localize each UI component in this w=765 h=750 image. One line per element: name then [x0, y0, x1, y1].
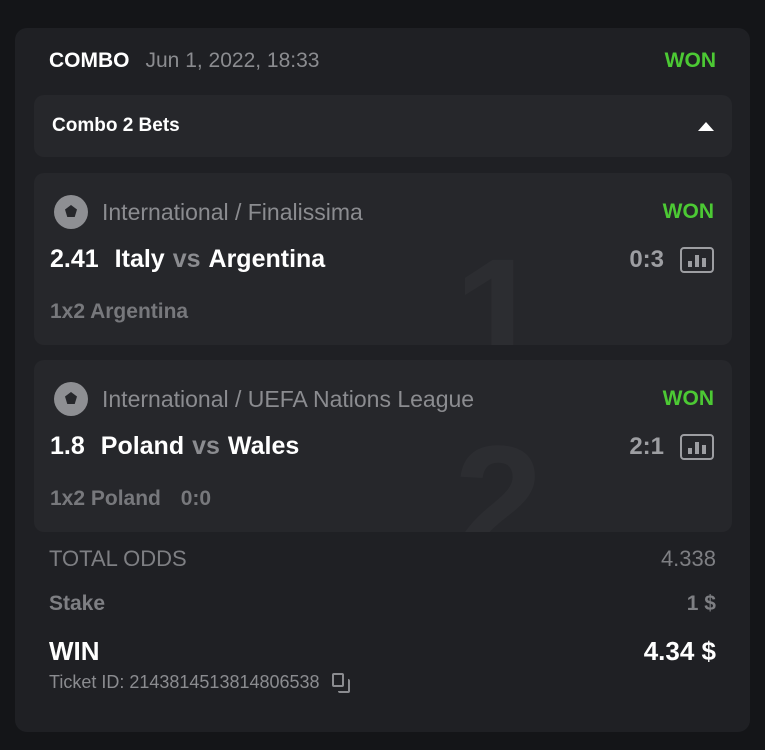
ticket-id-row: Ticket ID: 2143814513814806538	[49, 672, 716, 693]
bet-date: Jun 1, 2022, 18:33	[145, 49, 320, 72]
score: 2:1	[629, 432, 664, 460]
league: International / UEFA Nations League	[102, 385, 475, 412]
stake-value: 1 $	[686, 592, 716, 615]
away-team: Argentina	[208, 245, 326, 273]
win-label: WIN	[49, 636, 100, 666]
bet-ticket: COMBO Jun 1, 2022, 18:33 WON Combo 2 Bet…	[15, 28, 750, 732]
odds: 2.41	[50, 245, 99, 273]
market-score: 0:0	[180, 487, 212, 510]
market: 1x2 Argentina	[50, 300, 189, 323]
caret-up-icon	[698, 121, 714, 131]
copy-icon[interactable]	[331, 672, 350, 693]
status-badge: WON	[662, 387, 714, 410]
total-odds-label: TOTAL ODDS	[49, 546, 187, 571]
win-row: WIN 4.34 $	[49, 636, 716, 667]
bet-type: COMBO	[49, 49, 130, 72]
total-odds-value: 4.338	[660, 546, 716, 571]
bet-index-watermark: 1	[454, 225, 543, 346]
win-value: 4.34 $	[643, 636, 716, 666]
bet-card: 2 International / UEFA Nations League WO…	[34, 360, 732, 532]
vs-label: vs	[172, 245, 201, 273]
stake-row: Stake 1 $	[49, 592, 716, 616]
ticket-id: Ticket ID: 2143814513814806538	[49, 672, 320, 692]
stats-icon[interactable]	[680, 433, 714, 460]
soccer-ball-icon	[54, 195, 88, 229]
total-odds-row: TOTAL ODDS 4.338	[49, 546, 716, 572]
away-team: Wales	[227, 432, 300, 460]
bet-index-watermark: 2	[454, 412, 543, 533]
combo-label: Combo 2 Bets	[52, 115, 180, 136]
home-team: Poland	[100, 432, 185, 460]
bet-card: 1 International / Finalissima WON 2.41 I…	[34, 173, 732, 345]
vs-label: vs	[192, 432, 220, 460]
home-team: Italy	[114, 245, 165, 273]
market: 1x2 Poland	[50, 487, 161, 510]
score: 0:3	[629, 245, 664, 273]
odds: 1.8	[50, 432, 85, 460]
combo-toggle[interactable]: Combo 2 Bets	[34, 95, 732, 157]
soccer-ball-icon	[54, 382, 88, 416]
status-badge: WON	[664, 49, 716, 72]
ticket-header: COMBO Jun 1, 2022, 18:33 WON	[49, 46, 716, 76]
stake-label: Stake	[49, 592, 106, 615]
status-badge: WON	[662, 200, 714, 223]
league: International / Finalissima	[102, 198, 363, 225]
stats-icon[interactable]	[680, 246, 714, 273]
